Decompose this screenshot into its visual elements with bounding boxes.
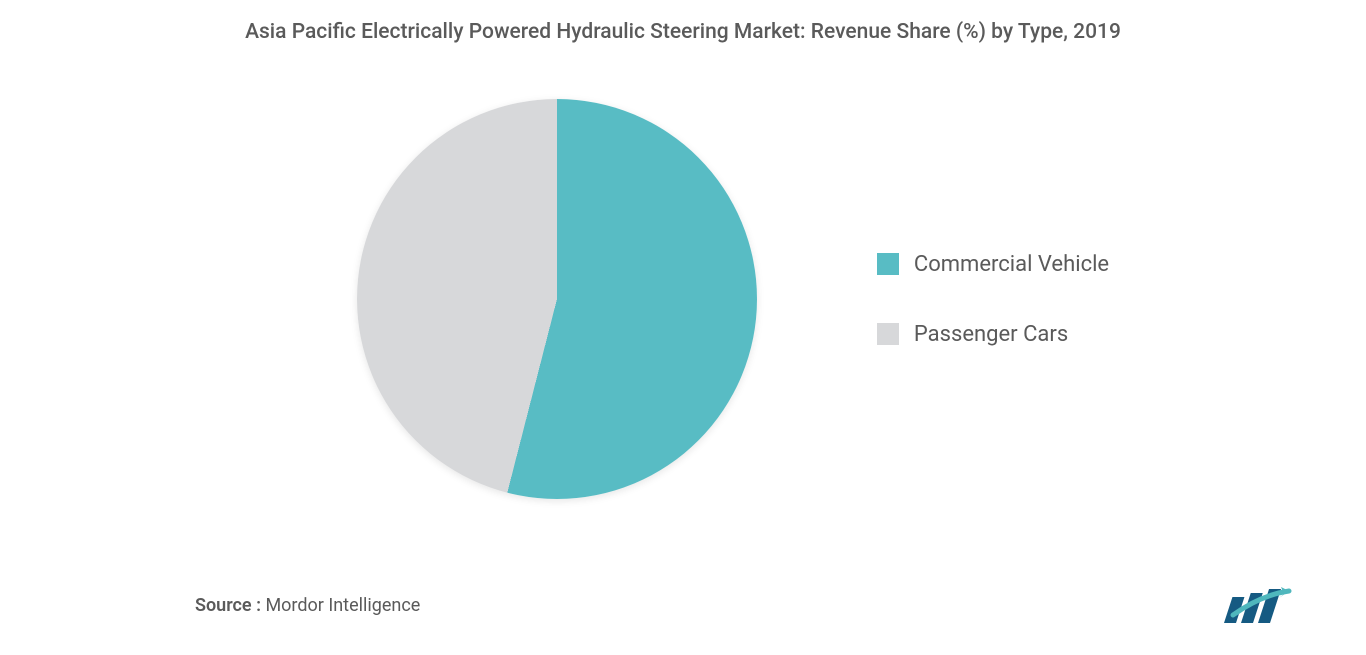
mordor-logo-icon (1221, 585, 1301, 625)
legend-swatch (877, 323, 899, 345)
source-name: Mordor Intelligence (265, 595, 420, 616)
legend-item: Passenger Cars (877, 322, 1109, 347)
logo (1221, 585, 1301, 625)
legend-label: Commercial Vehicle (914, 252, 1109, 277)
legend-item: Commercial Vehicle (877, 252, 1109, 277)
chart-title: Asia Pacific Electrically Powered Hydrau… (0, 0, 1366, 54)
legend: Commercial Vehicle Passenger Cars (877, 252, 1109, 347)
source-label: Source : (195, 595, 265, 616)
footer: Source : Mordor Intelligence (195, 585, 1301, 625)
chart-container: Commercial Vehicle Passenger Cars (0, 54, 1366, 544)
source: Source : Mordor Intelligence (195, 595, 420, 616)
legend-label: Passenger Cars (914, 322, 1068, 347)
pie-chart (357, 99, 757, 499)
legend-swatch (877, 253, 899, 275)
